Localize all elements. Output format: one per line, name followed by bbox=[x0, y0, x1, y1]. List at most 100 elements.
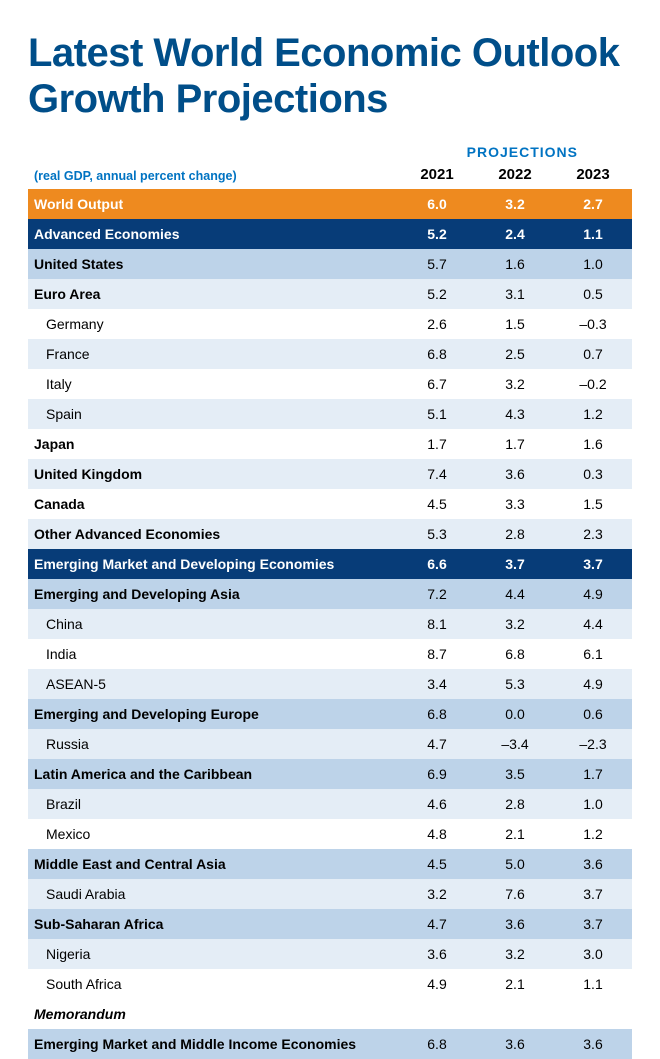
row-value: 1.2 bbox=[554, 819, 632, 849]
year-header: 2023 bbox=[554, 166, 632, 183]
row-value: 5.2 bbox=[398, 219, 476, 249]
table-row: World Output6.03.22.7 bbox=[28, 189, 632, 219]
row-value: 3.6 bbox=[476, 909, 554, 939]
table-row: Emerging Market and Developing Economies… bbox=[28, 549, 632, 579]
row-value: –2.3 bbox=[554, 729, 632, 759]
row-label: Germany bbox=[28, 309, 398, 339]
year-header: 2021 bbox=[398, 166, 476, 183]
row-value: 4.9 bbox=[554, 669, 632, 699]
row-value bbox=[554, 999, 632, 1029]
row-value: 2.3 bbox=[554, 519, 632, 549]
row-label: Japan bbox=[28, 429, 398, 459]
row-label: India bbox=[28, 639, 398, 669]
row-label: Mexico bbox=[28, 819, 398, 849]
row-value: 3.2 bbox=[476, 939, 554, 969]
projections-tbody: World Output6.03.22.7Advanced Economies5… bbox=[28, 189, 632, 1059]
row-value: 3.6 bbox=[476, 459, 554, 489]
row-value: 3.5 bbox=[476, 759, 554, 789]
projections-header: PROJECTIONS bbox=[28, 144, 632, 160]
row-value: 1.5 bbox=[554, 489, 632, 519]
table-row: Emerging and Developing Europe6.80.00.6 bbox=[28, 699, 632, 729]
row-value: 3.7 bbox=[554, 879, 632, 909]
row-value: 8.7 bbox=[398, 639, 476, 669]
row-label: Spain bbox=[28, 399, 398, 429]
table-row: Nigeria3.63.23.0 bbox=[28, 939, 632, 969]
row-value: 6.6 bbox=[398, 549, 476, 579]
table-row: Saudi Arabia3.27.63.7 bbox=[28, 879, 632, 909]
row-value: 4.3 bbox=[476, 399, 554, 429]
row-value: 2.7 bbox=[554, 189, 632, 219]
row-label: Emerging and Developing Europe bbox=[28, 699, 398, 729]
table-row: China8.13.24.4 bbox=[28, 609, 632, 639]
row-value: 1.5 bbox=[476, 309, 554, 339]
row-label: ASEAN-5 bbox=[28, 669, 398, 699]
table-row: South Africa4.92.11.1 bbox=[28, 969, 632, 999]
row-value: 6.0 bbox=[398, 189, 476, 219]
row-label: Memorandum bbox=[28, 999, 398, 1029]
row-value: 3.7 bbox=[554, 909, 632, 939]
projections-table: World Output6.03.22.7Advanced Economies5… bbox=[28, 189, 632, 1059]
row-value: 2.1 bbox=[476, 819, 554, 849]
row-value: 6.1 bbox=[554, 639, 632, 669]
row-label: Advanced Economies bbox=[28, 219, 398, 249]
row-value: 0.0 bbox=[476, 699, 554, 729]
row-value: 3.0 bbox=[554, 939, 632, 969]
row-label: Sub-Saharan Africa bbox=[28, 909, 398, 939]
table-row: Memorandum bbox=[28, 999, 632, 1029]
row-value: –3.4 bbox=[476, 729, 554, 759]
row-value: 1.7 bbox=[398, 429, 476, 459]
row-value: 1.7 bbox=[476, 429, 554, 459]
row-label: Nigeria bbox=[28, 939, 398, 969]
row-label: United Kingdom bbox=[28, 459, 398, 489]
row-value: 3.6 bbox=[554, 849, 632, 879]
table-row: Brazil4.62.81.0 bbox=[28, 789, 632, 819]
row-label: United States bbox=[28, 249, 398, 279]
table-row: Mexico4.82.11.2 bbox=[28, 819, 632, 849]
table-row: United States5.71.61.0 bbox=[28, 249, 632, 279]
row-value: 2.6 bbox=[398, 309, 476, 339]
column-header-row: (real GDP, annual percent change) 202120… bbox=[28, 166, 632, 183]
row-value: 1.6 bbox=[554, 429, 632, 459]
row-value: 2.8 bbox=[476, 519, 554, 549]
row-value: 6.8 bbox=[476, 639, 554, 669]
row-value: 5.7 bbox=[398, 249, 476, 279]
row-label: Italy bbox=[28, 369, 398, 399]
table-row: Emerging and Developing Asia7.24.44.9 bbox=[28, 579, 632, 609]
row-value: 1.2 bbox=[554, 399, 632, 429]
row-value: 2.5 bbox=[476, 339, 554, 369]
row-value: 2.1 bbox=[476, 969, 554, 999]
table-row: Germany2.61.5–0.3 bbox=[28, 309, 632, 339]
row-value: 4.4 bbox=[554, 609, 632, 639]
row-label: France bbox=[28, 339, 398, 369]
table-row: Spain5.14.31.2 bbox=[28, 399, 632, 429]
row-value: 3.2 bbox=[398, 879, 476, 909]
row-value: 5.3 bbox=[476, 669, 554, 699]
row-value: 4.6 bbox=[398, 789, 476, 819]
table-row: Japan1.71.71.6 bbox=[28, 429, 632, 459]
row-value: 6.8 bbox=[398, 699, 476, 729]
row-value: 5.2 bbox=[398, 279, 476, 309]
row-value: 5.1 bbox=[398, 399, 476, 429]
row-value: 3.6 bbox=[476, 1029, 554, 1059]
row-value: 5.0 bbox=[476, 849, 554, 879]
row-value: 2.8 bbox=[476, 789, 554, 819]
row-value: 0.7 bbox=[554, 339, 632, 369]
row-value: 6.7 bbox=[398, 369, 476, 399]
row-label: Emerging and Developing Asia bbox=[28, 579, 398, 609]
subtitle: (real GDP, annual percent change) bbox=[28, 169, 398, 183]
table-row: Euro Area5.23.10.5 bbox=[28, 279, 632, 309]
row-value: 3.6 bbox=[398, 939, 476, 969]
table-row: Other Advanced Economies5.32.82.3 bbox=[28, 519, 632, 549]
row-value: 0.3 bbox=[554, 459, 632, 489]
row-label: Emerging Market and Developing Economies bbox=[28, 549, 398, 579]
table-row: Latin America and the Caribbean6.93.51.7 bbox=[28, 759, 632, 789]
row-value: 1.1 bbox=[554, 219, 632, 249]
row-value: 0.6 bbox=[554, 699, 632, 729]
table-row: Emerging Market and Middle Income Econom… bbox=[28, 1029, 632, 1059]
table-row: Advanced Economies5.22.41.1 bbox=[28, 219, 632, 249]
row-value: 3.7 bbox=[476, 549, 554, 579]
row-value: 4.4 bbox=[476, 579, 554, 609]
table-row: Sub-Saharan Africa4.73.63.7 bbox=[28, 909, 632, 939]
year-headers: 202120222023 bbox=[398, 166, 632, 183]
row-label: World Output bbox=[28, 189, 398, 219]
